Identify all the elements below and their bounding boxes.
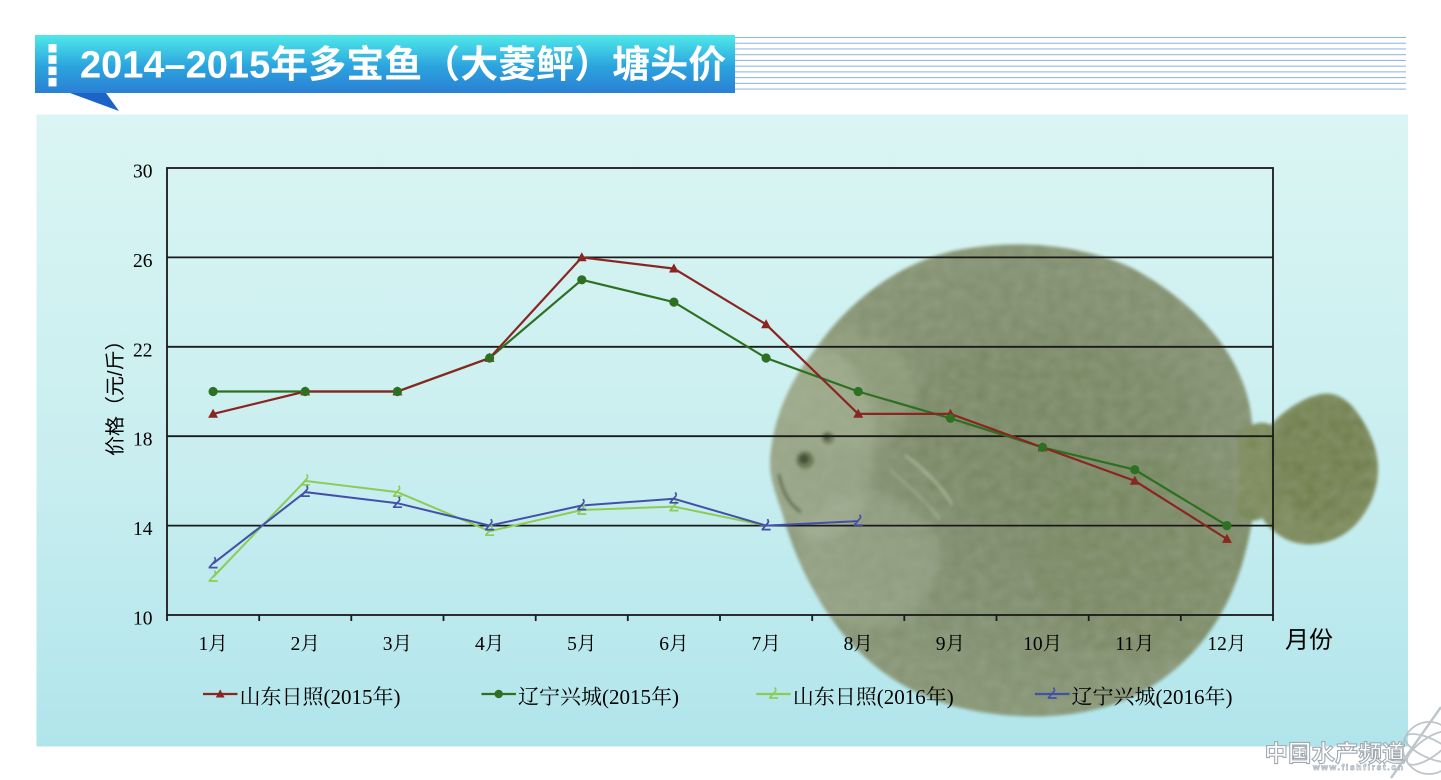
svg-text:1: 1 xyxy=(199,634,209,655)
svg-text:(2015: (2015 xyxy=(602,685,651,709)
svg-text:26: 26 xyxy=(133,251,153,272)
svg-text:(2015: (2015 xyxy=(324,685,373,709)
svg-text:): ) xyxy=(947,685,954,709)
svg-text:12: 12 xyxy=(1207,634,1227,655)
svg-text:(2016: (2016 xyxy=(1156,685,1205,709)
svg-text:30: 30 xyxy=(133,162,153,183)
svg-text:10: 10 xyxy=(133,609,153,630)
svg-text:4: 4 xyxy=(475,634,485,655)
svg-text:14: 14 xyxy=(133,519,153,540)
svg-text:2: 2 xyxy=(291,634,301,655)
svg-text:3: 3 xyxy=(383,634,393,655)
svg-text:11: 11 xyxy=(1115,634,1134,655)
svg-text:/: / xyxy=(105,370,127,376)
svg-text:7: 7 xyxy=(752,634,762,655)
svg-text:www.fishfirst.cn: www.fishfirst.cn xyxy=(1312,762,1403,772)
svg-text:(2016: (2016 xyxy=(877,685,926,709)
svg-text:6: 6 xyxy=(659,634,669,655)
svg-text:): ) xyxy=(1226,685,1233,709)
svg-text:2014–2015: 2014–2015 xyxy=(80,45,270,87)
svg-text:): ) xyxy=(394,685,401,709)
svg-text:22: 22 xyxy=(133,340,153,361)
svg-text:): ) xyxy=(672,685,679,709)
svg-text:9: 9 xyxy=(936,634,946,655)
svg-text:10: 10 xyxy=(1023,634,1043,655)
svg-text:8: 8 xyxy=(844,634,854,655)
svg-text:5: 5 xyxy=(567,634,577,655)
svg-text:18: 18 xyxy=(133,430,153,451)
